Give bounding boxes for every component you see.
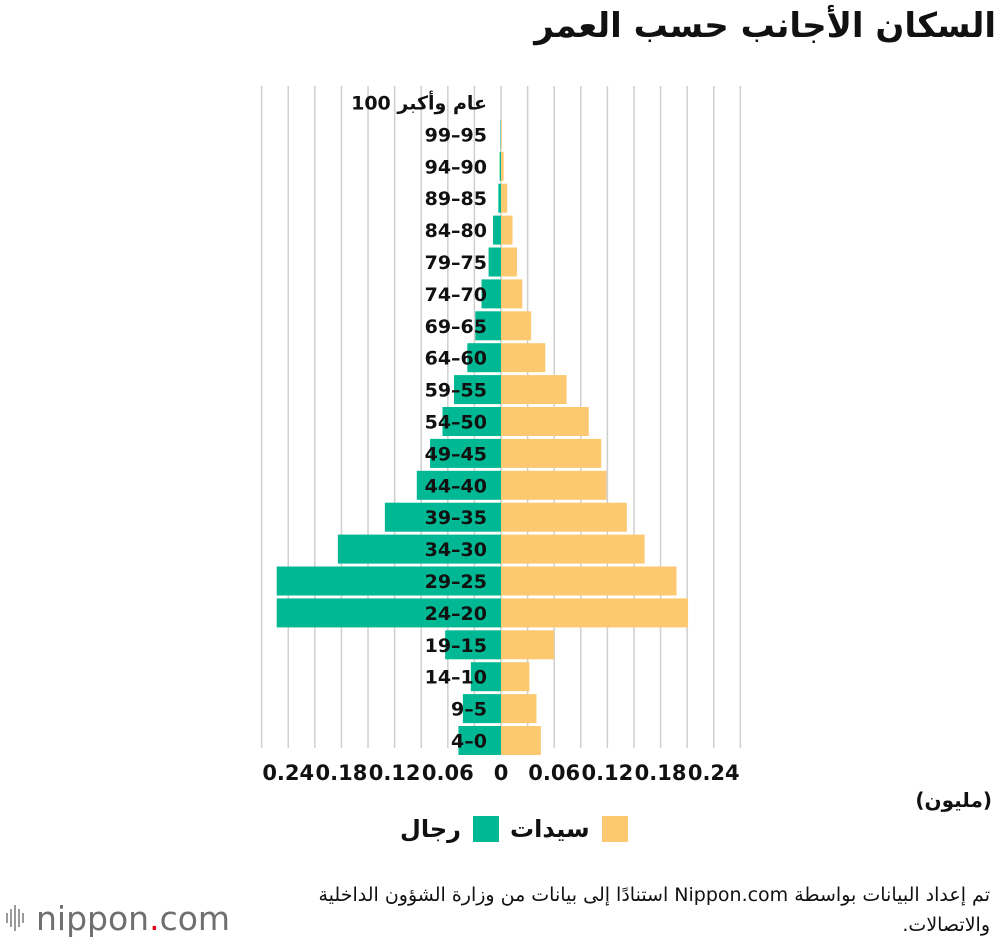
x-axis-ticks: 0.24 0.18 0.12 0.06 0 0.06 0.12 0.18 0.24 [262,761,739,785]
bar-women [501,119,502,149]
bar-women [501,375,567,405]
chart-title: السكان الأجانب حسب العمر [534,6,996,46]
bar-men [445,630,501,660]
nippon-logo: nippon.com [6,898,230,938]
bar-women [501,726,541,755]
unit-label: (مليون) [915,788,992,812]
bar-women [501,183,508,213]
x-tick-label: 0.06 [528,761,580,785]
bar-men [384,502,501,532]
x-tick-label: 0.12 [581,761,633,785]
bar-women [501,470,607,500]
bar-women [501,343,546,373]
bar-men [498,183,501,213]
bar-men [499,151,501,181]
age-group-label: 59–55 [425,380,487,402]
population-pyramid-chart: 100 عام وأكبر 99–95 94–90 89–85 84–80 79–75 74… [260,86,742,785]
source-note: تم إعداد البيانات بواسطة Nippon.com استن… [318,884,991,936]
bar-men [276,566,501,596]
bar-men [276,598,501,628]
age-group-label: 14–10 [425,667,487,689]
bar-women [501,247,517,277]
bar-men [488,247,501,277]
age-group-label: 24–20 [425,603,487,625]
bar-women [501,407,589,436]
bar-women [501,630,555,660]
age-group-label: 69–65 [425,316,487,338]
bar-men [493,215,501,245]
x-tick-label: 0.24 [262,761,314,785]
bar-men [442,407,501,436]
x-tick-label: 0.18 [316,761,368,785]
age-group-label: 44–40 [425,475,487,497]
bar-men [337,534,501,564]
bar-men [462,694,501,724]
bar-women [501,311,532,341]
legend-men: رجال [400,812,499,846]
legend-women-label: سيدات [510,815,590,843]
x-tick-label: 0.12 [369,761,421,785]
bar-women [501,279,523,309]
age-group-label: 39–35 [425,507,487,529]
age-group-label: 34–30 [425,539,487,561]
age-group-label: 4–0 [451,731,487,753]
age-group-label: 49–45 [425,443,487,465]
age-group-label: 64–60 [425,348,487,370]
age-labels: 100 عام وأكبر 99–95 94–90 89–85 84–80 79–75 74… [351,91,487,753]
x-tick-label: 0.18 [635,761,687,785]
bar-men [475,311,501,341]
x-tick-label: 0.06 [422,761,474,785]
bar-men [454,375,501,405]
age-group-label: 9–5 [451,699,487,721]
x-tick-label: 0 [494,761,509,785]
bar-men [470,662,501,692]
bar-men [416,470,501,500]
age-group-label: 89–85 [425,188,487,210]
age-group-label: 100 عام وأكبر [351,91,487,115]
bar-women [501,694,537,724]
bar-women [501,215,513,245]
bar-women [501,662,530,692]
legend-women: سيدات [510,812,628,846]
bar-men [467,343,501,373]
age-group-label: 74–70 [425,284,487,306]
logo-mark-icon [6,903,28,933]
bar-women [501,534,645,564]
age-group-label: 19–15 [425,635,487,657]
bar-men [458,726,501,755]
age-group-label: 94–90 [425,156,487,178]
age-group-label: 99–95 [425,124,487,146]
bar-men [481,279,501,309]
logo-text: nippon.com [36,898,231,938]
legend-men-label: رجال [400,815,461,843]
bar-men [430,438,501,468]
age-group-label: 54–50 [425,412,487,434]
bar-women [501,151,504,181]
x-tick-label: 0.24 [688,761,740,785]
age-group-label: 79–75 [425,252,487,274]
age-group-label: 29–25 [425,571,487,593]
legend-women-swatch [601,816,628,842]
bar-women [501,438,602,468]
bar-women [501,566,677,596]
bar-women [501,598,689,628]
legend-men-swatch [472,816,499,842]
bar-women [501,502,627,532]
legend: سيدات رجال [0,812,1000,846]
age-group-label: 84–80 [425,220,487,242]
bars [276,119,689,755]
